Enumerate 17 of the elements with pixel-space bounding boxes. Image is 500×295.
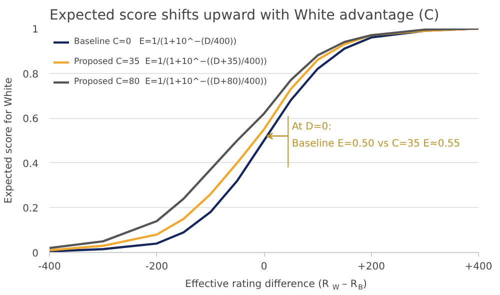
y-tick-label: 0.6 [22,114,39,126]
y-axis-title: Expected score for White [4,78,15,204]
x-tick-label: -200 [145,262,168,272]
y-tick-label: 0.8 [22,69,39,80]
y-tick-label: 0.2 [22,204,39,215]
legend-label: Proposed C=80 E=1/(1+10^−((D+80)/400)) [74,76,267,88]
annotation: At D=0: Baseline E=0.50 vs C=35 E≈0.55 [292,122,460,150]
y-tick-label: 1 [32,24,39,36]
legend-label: Proposed C=35 E=1/(1+10^−((D+35)/400)) [74,56,267,68]
y-tick-label: 0.4 [22,158,39,170]
x-tick-label: +200 [358,262,385,272]
y-tick-label: 0 [32,248,39,260]
x-tick-label: +400 [464,262,492,272]
x-tick-label: 0 [260,262,268,272]
chart-title: Expected score shifts upward with White advantage (C) [50,8,440,24]
legend-label: Baseline C=0 E=1/(1+10^−(D/400)) [74,36,237,48]
x-tick-label: -400 [38,262,61,272]
